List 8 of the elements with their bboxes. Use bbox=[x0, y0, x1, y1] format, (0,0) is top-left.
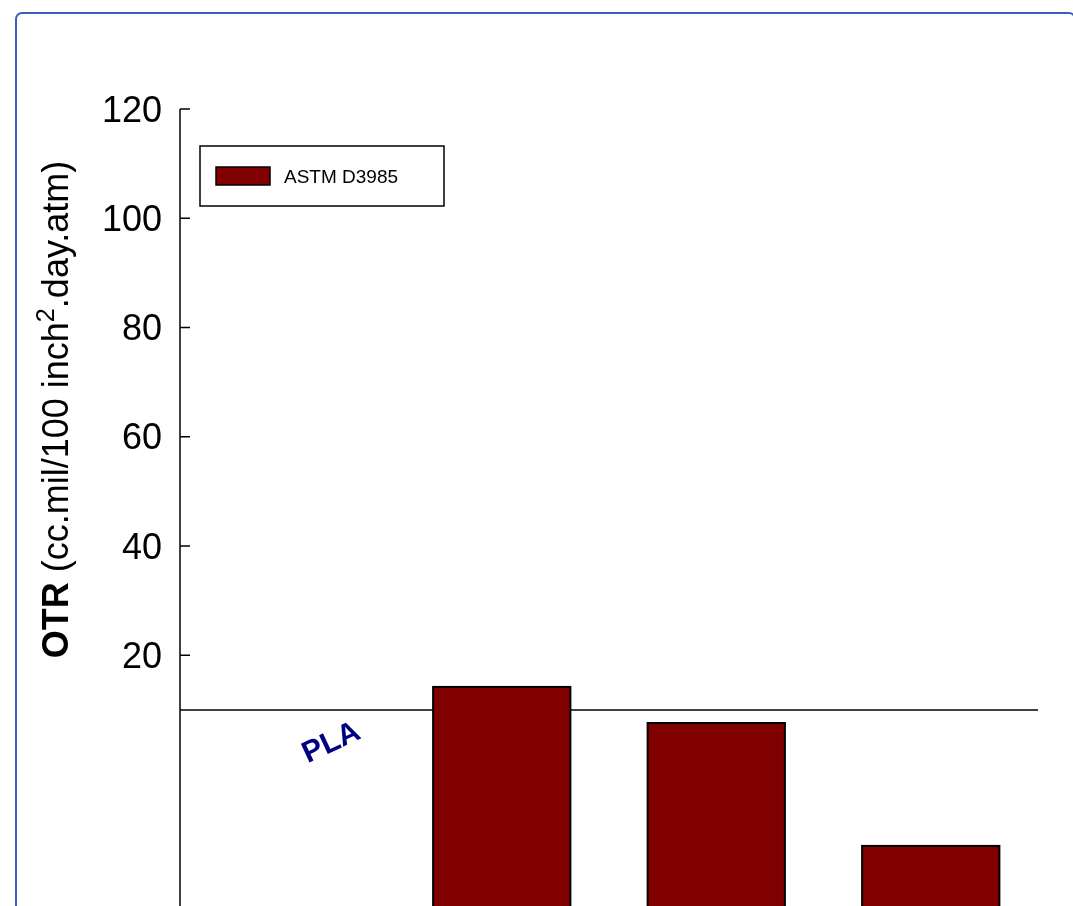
y-tick-label: 20 bbox=[121, 634, 162, 676]
y-tick-label: 40 bbox=[121, 525, 162, 567]
y-tick-label: 60 bbox=[121, 416, 162, 458]
y-tick-label: 100 bbox=[101, 197, 162, 239]
x-tick-label: PLA bbox=[296, 713, 365, 769]
y-tick-label: 120 bbox=[101, 88, 162, 130]
legend-label: ASTM D3985 bbox=[284, 165, 399, 187]
y-tick-label: 80 bbox=[121, 307, 162, 349]
